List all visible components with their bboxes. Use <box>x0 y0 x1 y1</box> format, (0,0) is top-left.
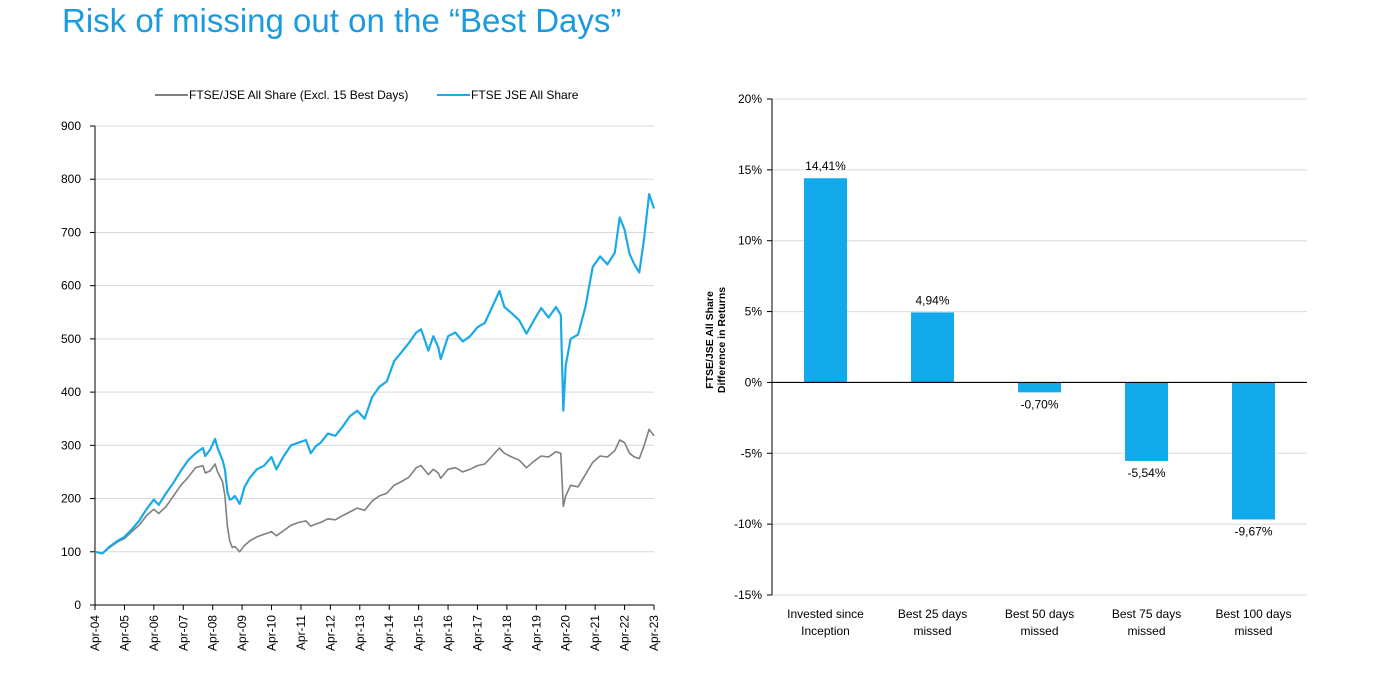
bar <box>1232 382 1275 520</box>
y-tick-label: 0 <box>74 598 81 612</box>
x-tick-label: Best 25 days <box>898 607 967 621</box>
y-tick-label: 900 <box>61 119 81 133</box>
y-tick-label: 200 <box>61 492 81 506</box>
bar <box>1125 382 1168 461</box>
y-tick-label: 20% <box>738 92 762 106</box>
legend-label: FTSE JSE All Share <box>471 88 579 102</box>
x-tick-label: Best 75 days <box>1112 607 1181 621</box>
y-tick-label: 600 <box>61 279 81 293</box>
x-tick-label: Apr-07 <box>176 615 190 651</box>
x-tick-label: Invested since <box>787 607 864 621</box>
x-tick-label: Apr-13 <box>353 615 367 651</box>
x-tick-label: missed <box>1127 624 1165 638</box>
bar <box>911 312 954 383</box>
y-tick-label: 15% <box>738 163 762 177</box>
x-tick-label: Apr-11 <box>294 615 308 650</box>
x-tick-label: Apr-06 <box>147 615 161 651</box>
y-axis-title: FTSE/JSE All Share Difference in Returns <box>704 287 728 393</box>
x-tick-label: Apr-09 <box>235 615 249 651</box>
y-tick-label: 10% <box>738 234 762 248</box>
x-tick-label: Best 50 days <box>1005 607 1074 621</box>
x-tick-label: missed <box>1234 624 1272 638</box>
y-tick-label: 5% <box>745 305 763 319</box>
x-tick-label: Best 100 days <box>1215 607 1291 621</box>
bar <box>804 178 847 383</box>
x-tick-label: Inception <box>801 624 850 638</box>
x-tick-label: Apr-05 <box>117 615 131 651</box>
y-tick-label: -5% <box>741 446 763 460</box>
y-tick-label: 500 <box>61 332 81 346</box>
y-tick-label: 800 <box>61 172 81 186</box>
data-label: -0,70% <box>1020 397 1058 411</box>
x-tick-label: Apr-17 <box>470 615 484 651</box>
x-tick-label: Apr-10 <box>265 615 279 651</box>
data-label: -5,54% <box>1127 466 1165 480</box>
x-tick-label: missed <box>913 624 951 638</box>
x-tick-label: Apr-21 <box>588 615 602 651</box>
line-chart: 0 100 200 300 400 500 600 700 800 900 Apr-04 Apr-05… <box>61 88 661 651</box>
x-tick-label: Apr-23 <box>647 615 661 651</box>
y-tick-label: 700 <box>61 225 81 239</box>
y-tick-label: 0% <box>745 375 763 389</box>
y-tick-label: 300 <box>61 438 81 452</box>
bar <box>1018 382 1061 393</box>
x-tick-label: Apr-22 <box>618 615 632 651</box>
x-tick-label: Apr-14 <box>382 615 396 651</box>
y-axis-title-line: Difference in Returns <box>716 287 728 393</box>
y-tick-label: -15% <box>734 588 762 602</box>
x-tick-label: Apr-18 <box>500 615 514 651</box>
series-line <box>94 193 656 555</box>
data-label: -9,67% <box>1234 524 1272 538</box>
x-tick-label: Apr-12 <box>323 615 337 651</box>
data-label: 14,41% <box>805 159 846 173</box>
x-tick-label: Apr-16 <box>441 615 455 651</box>
y-tick-label: 100 <box>61 545 81 559</box>
x-tick-label: Apr-15 <box>412 615 426 651</box>
legend-label: FTSE/JSE All Share (Excl. 15 Best Days) <box>189 88 408 102</box>
x-tick-label: Apr-19 <box>529 615 543 651</box>
y-tick-label: -10% <box>734 517 762 531</box>
x-tick-label: Apr-08 <box>206 615 220 651</box>
x-tick-label: missed <box>1020 624 1058 638</box>
page-title: Risk of missing out on the “Best Days” <box>62 2 622 39</box>
x-tick-label: Apr-04 <box>88 615 102 651</box>
series-line <box>94 428 655 555</box>
x-tick-label: Apr-20 <box>559 615 573 651</box>
data-label: 4,94% <box>915 293 949 307</box>
y-axis-title-line: FTSE/JSE All Share <box>704 291 716 389</box>
y-tick-label: 400 <box>61 385 81 399</box>
